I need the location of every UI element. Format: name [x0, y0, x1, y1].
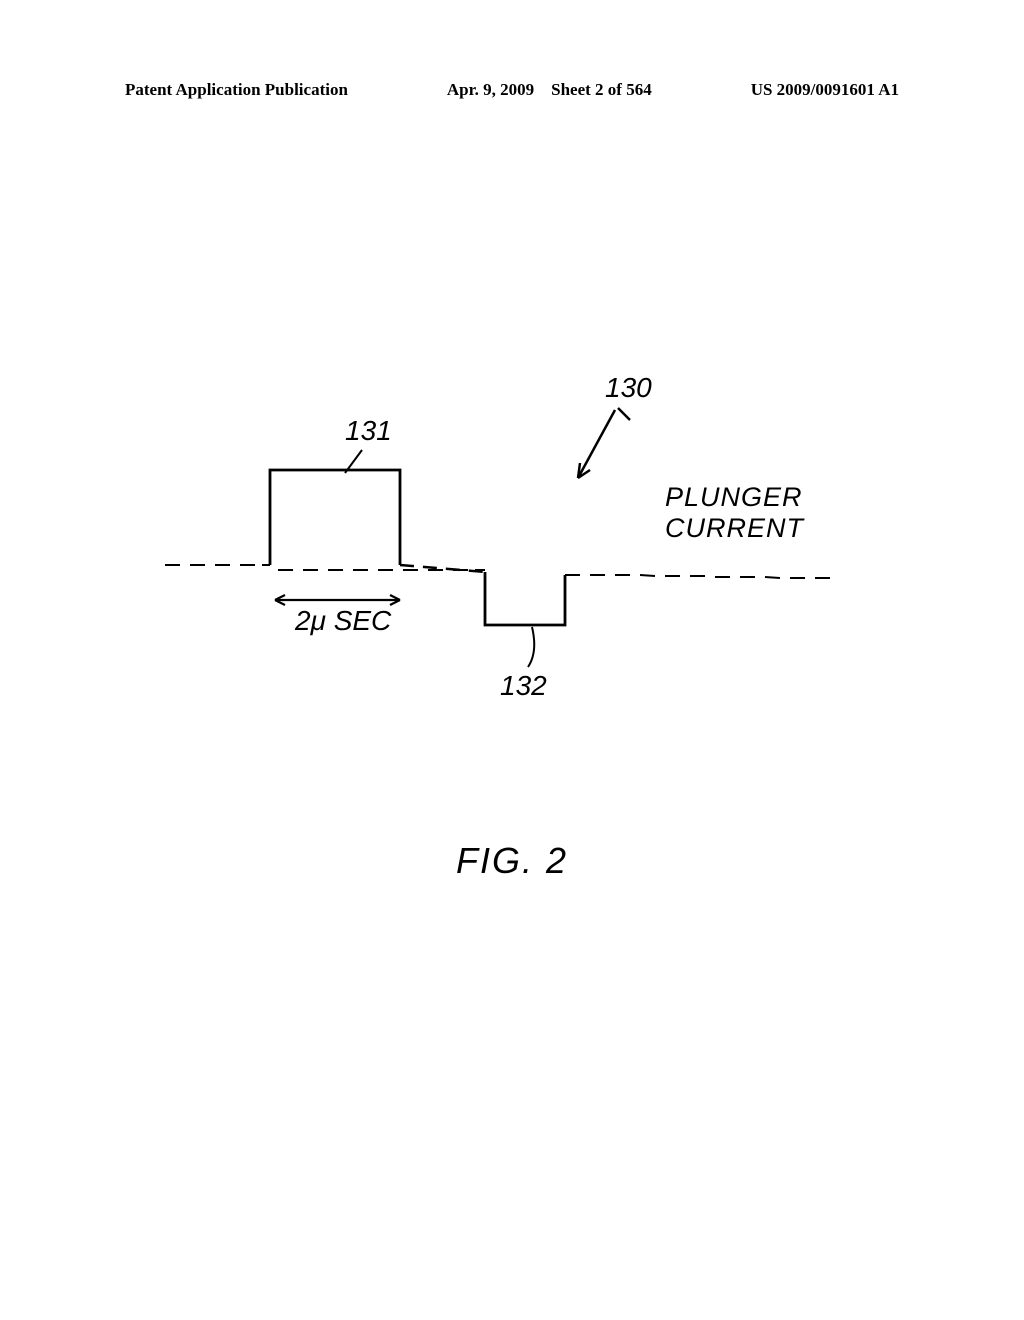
ref-132: 132	[500, 670, 547, 702]
pulse-131	[270, 470, 400, 565]
leader-132	[528, 627, 534, 667]
axis-label: PLUNGER CURRENT	[665, 482, 870, 544]
ref-131: 131	[345, 415, 392, 447]
header-date-sheet: Apr. 9, 2009 Sheet 2 of 564	[447, 80, 652, 100]
time-arrow	[275, 595, 400, 605]
header-pubnum: US 2009/0091601 A1	[751, 80, 899, 100]
ref-130: 130	[605, 372, 652, 404]
waveform-diagram: 130 131 132 PLUNGER CURRENT 2μ SEC	[150, 360, 870, 740]
pulse-132	[485, 572, 565, 625]
page-header: Patent Application Publication Apr. 9, 2…	[0, 80, 1024, 100]
time-label: 2μ SEC	[295, 605, 391, 637]
leader-130	[578, 408, 630, 478]
header-sheet: Sheet 2 of 564	[551, 80, 652, 99]
dashed-baseline-right	[565, 575, 830, 578]
header-date: Apr. 9, 2009	[447, 80, 534, 99]
figure-label: FIG. 2	[0, 840, 1024, 882]
header-publication: Patent Application Publication	[125, 80, 348, 100]
